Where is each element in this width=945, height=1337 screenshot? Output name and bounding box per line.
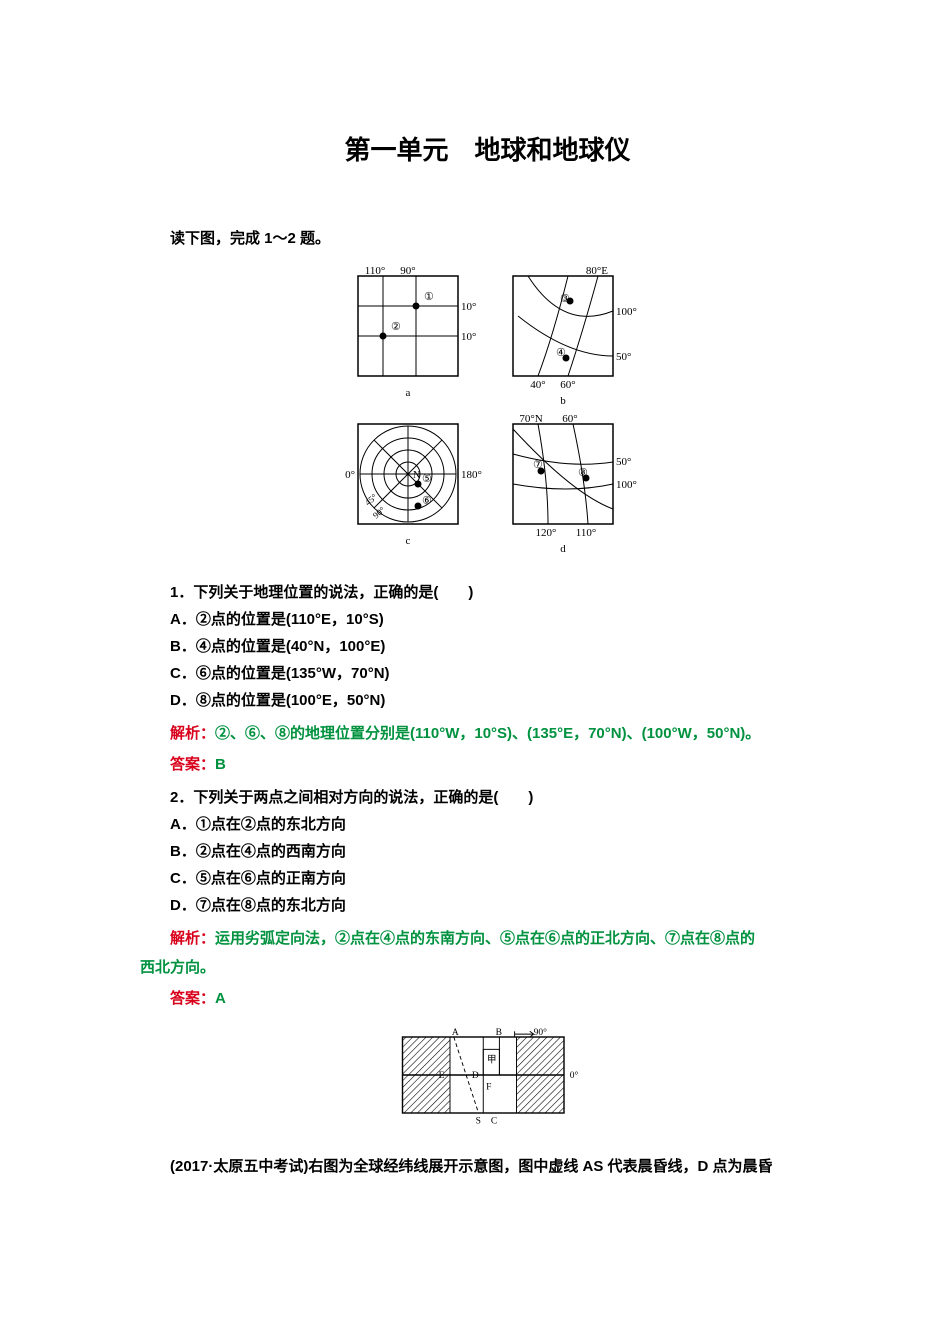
q2-answer-value: A	[215, 990, 226, 1007]
q1-analysis-label: 解析：	[170, 725, 215, 742]
svg-text:⑥: ⑥	[422, 495, 432, 507]
svg-text:60°: 60°	[560, 379, 575, 391]
svg-text:⑦: ⑦	[533, 459, 543, 471]
svg-text:10°: 10°	[461, 301, 476, 313]
q1-option-B: B．④点的位置是(40°N，100°E)	[170, 635, 805, 656]
svg-text:⑤: ⑤	[422, 473, 432, 485]
q2-answer-label: 答案：	[170, 990, 215, 1007]
q2-option-A: A．①点在②点的东北方向	[170, 813, 805, 834]
svg-text:a: a	[405, 387, 410, 399]
svg-text:N: N	[413, 470, 420, 481]
q2-analysis: 解析：运用劣弧定向法，②点在④点的东南方向、⑤点在⑥点的正北方向、⑦点在⑧点的	[170, 927, 805, 948]
q2-option-C: C．⑤点在⑥点的正南方向	[170, 867, 805, 888]
svg-text:0°: 0°	[345, 469, 355, 481]
svg-text:60°: 60°	[562, 413, 577, 425]
q2-analysis-cont: 西北方向。	[140, 956, 805, 977]
svg-text:40°: 40°	[530, 379, 545, 391]
svg-text:50°: 50°	[616, 456, 631, 468]
q1-stem: 1．下列关于地理位置的说法，正确的是( )	[170, 581, 805, 602]
svg-text:S: S	[475, 1116, 480, 1126]
svg-text:①: ①	[424, 291, 434, 303]
svg-text:70°N: 70°N	[519, 413, 542, 425]
q2-stem: 2．下列关于两点之间相对方向的说法，正确的是( )	[170, 786, 805, 807]
svg-text:10°: 10°	[461, 331, 476, 343]
q1-option-A: A．②点的位置是(110°E，10°S)	[170, 608, 805, 629]
svg-text:F: F	[486, 1082, 491, 1092]
q2-analysis-label: 解析：	[170, 930, 215, 947]
svg-text:180°: 180°	[461, 469, 482, 481]
intro-line: 读下图，完成 1～2 题。	[170, 227, 805, 248]
figure-2: A B 90° 甲DF E 0° SC	[170, 1020, 805, 1135]
svg-text:50°: 50°	[616, 351, 631, 363]
svg-text:⑧: ⑧	[578, 467, 588, 479]
svg-text:④: ④	[556, 347, 566, 359]
svg-text:D: D	[471, 1071, 478, 1081]
svg-text:甲: 甲	[487, 1055, 497, 1066]
q1-analysis-body: ②、⑥、⑧的地理位置分别是(110°W，10°S)、(135°E，70°N)、(…	[215, 725, 760, 742]
q1-answer: 答案：B	[170, 753, 805, 774]
svg-text:110°: 110°	[575, 527, 596, 539]
figure-1: 110° 90° 10° 10° ① ② a 80°E 100° 50° 40° 60° ③ ④ b 0° 18…	[170, 266, 805, 561]
svg-text:E: E	[438, 1071, 444, 1081]
svg-text:100°: 100°	[616, 306, 637, 318]
svg-text:d: d	[560, 543, 566, 555]
q2-analysis-body: 运用劣弧定向法，②点在④点的东南方向、⑤点在⑥点的正北方向、⑦点在⑧点的	[215, 930, 755, 947]
svg-text:C: C	[490, 1116, 496, 1126]
q1-option-D: D．⑧点的位置是(100°E，50°N)	[170, 689, 805, 710]
svg-text:80°E: 80°E	[585, 266, 607, 277]
q1-analysis: 解析：②、⑥、⑧的地理位置分别是(110°W，10°S)、(135°E，70°N…	[170, 722, 805, 743]
q2-option-D: D．⑦点在⑧点的东北方向	[170, 894, 805, 915]
q1-answer-value: B	[215, 756, 226, 773]
svg-text:B: B	[495, 1028, 501, 1038]
svg-text:②: ②	[391, 321, 401, 333]
svg-text:b: b	[560, 395, 566, 407]
page-title: 第一单元 地球和地球仪	[170, 130, 805, 167]
q2-option-B: B．②点在④点的西南方向	[170, 840, 805, 861]
q1-option-C: C．⑥点的位置是(135°W，70°N)	[170, 662, 805, 683]
svg-text:A: A	[451, 1028, 458, 1038]
q2-answer: 答案：A	[170, 987, 805, 1008]
bottom-paragraph: (2017·太原五中考试)右图为全球经纬线展开示意图，图中虚线 AS 代表晨昏线…	[170, 1155, 805, 1176]
svg-text:100°: 100°	[616, 479, 637, 491]
svg-text:③: ③	[560, 293, 570, 305]
svg-text:90°: 90°	[400, 266, 415, 277]
svg-text:0°: 0°	[569, 1070, 578, 1081]
svg-text:90°: 90°	[533, 1027, 547, 1038]
svg-text:110°: 110°	[364, 266, 385, 277]
svg-text:120°: 120°	[535, 527, 556, 539]
svg-text:c: c	[405, 535, 410, 547]
q1-answer-label: 答案：	[170, 756, 215, 773]
